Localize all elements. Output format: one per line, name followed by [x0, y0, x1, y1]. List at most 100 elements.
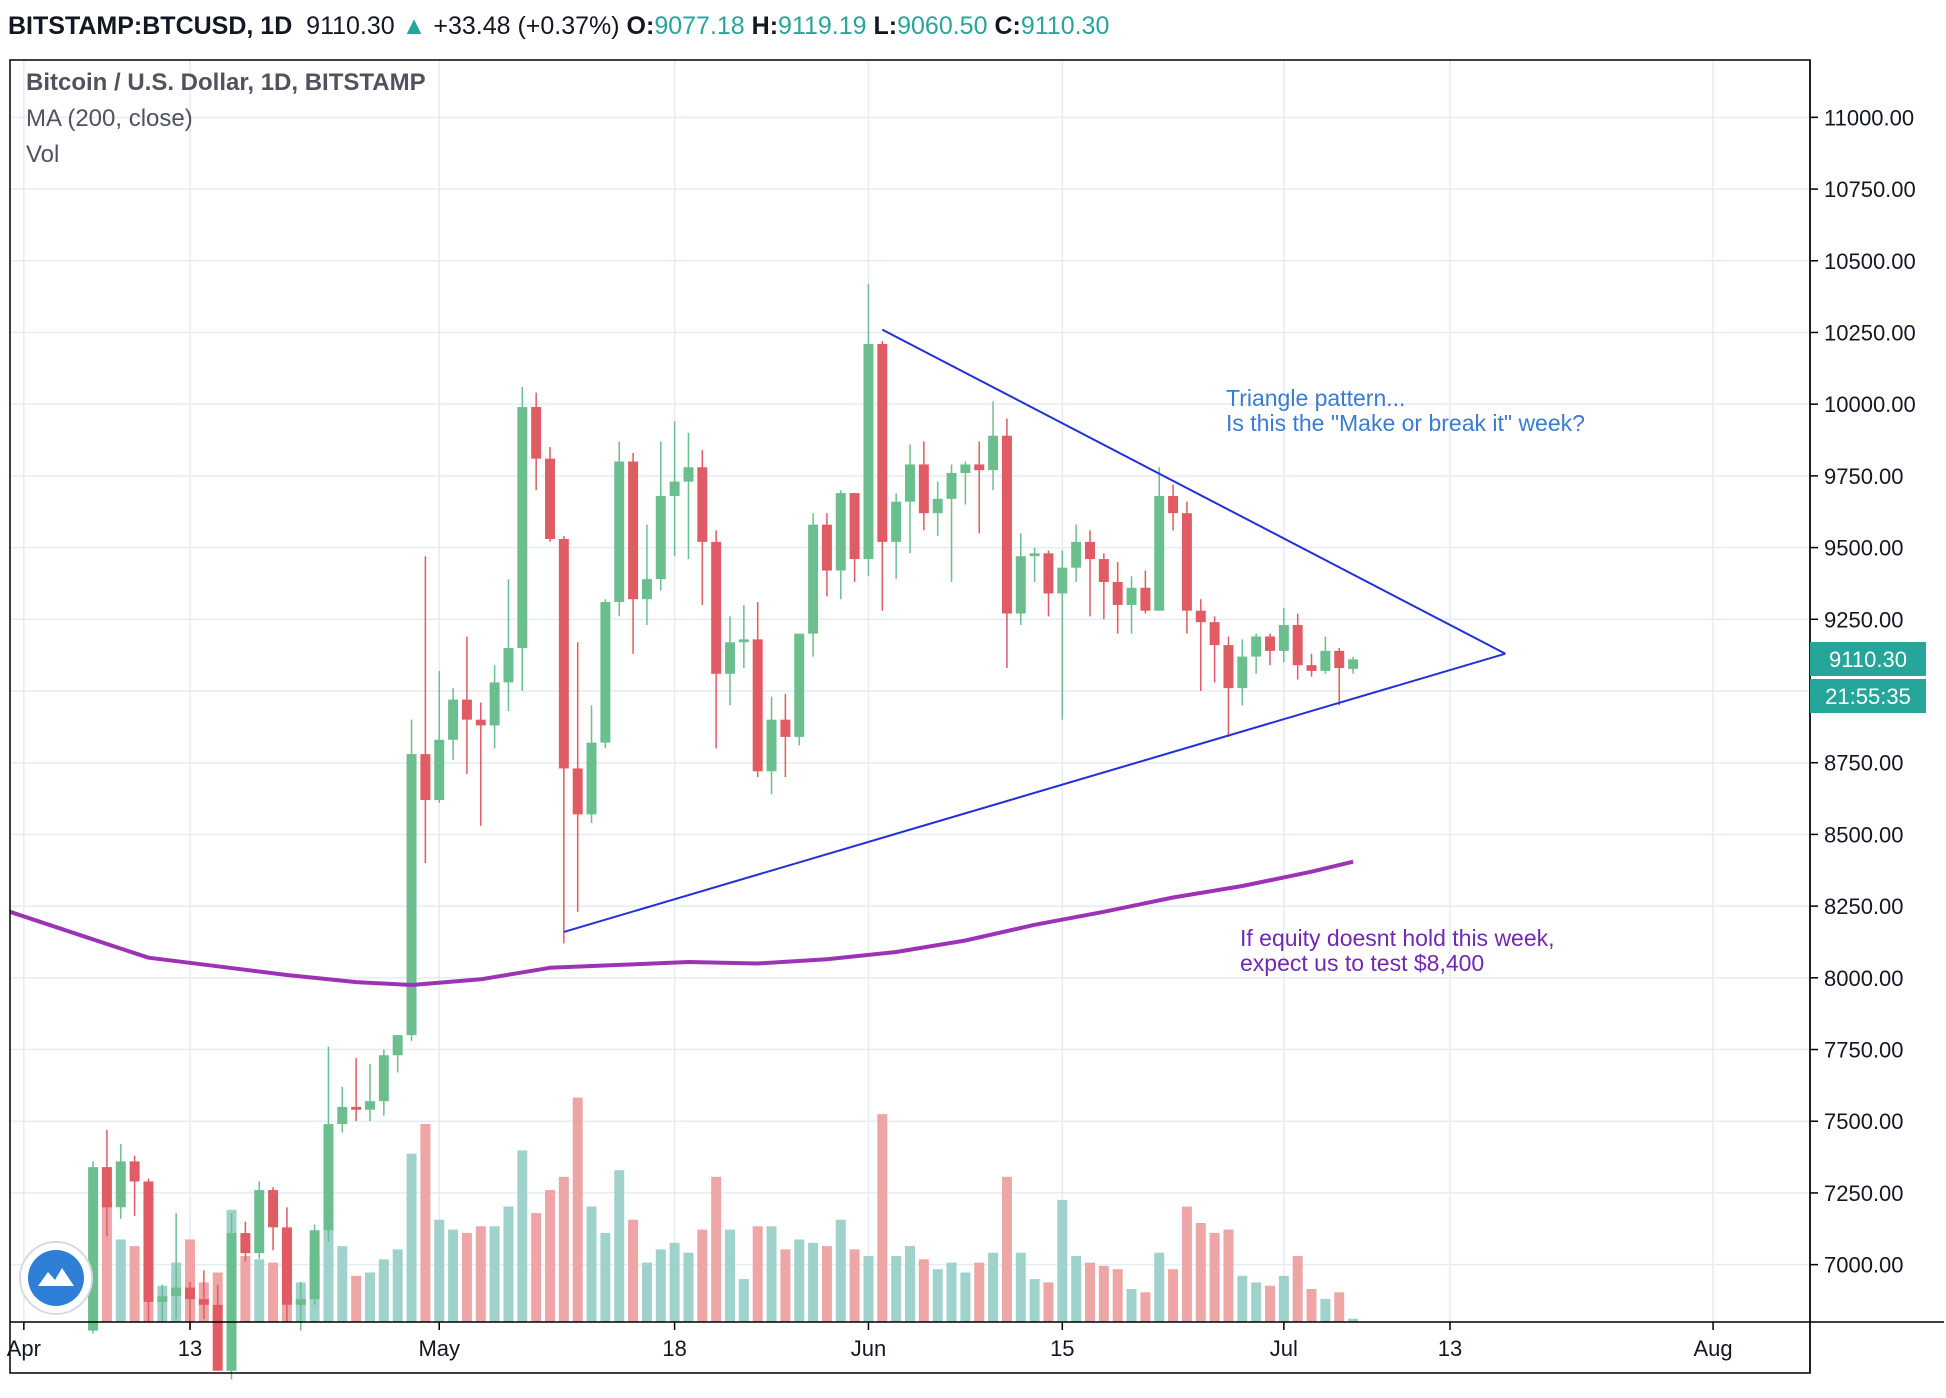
candle-body [240, 1233, 251, 1254]
candle-body [1112, 582, 1123, 605]
legend-vol[interactable]: Vol [26, 141, 59, 168]
candle-body [558, 538, 569, 769]
volume-bar [1015, 1252, 1026, 1322]
volume-bar [254, 1259, 265, 1322]
x-tick-label: Aug [1693, 1336, 1732, 1361]
volume-bar [1098, 1265, 1109, 1322]
candle-body [863, 343, 874, 560]
volume-bar [641, 1262, 652, 1322]
countdown-badge-value: 21:55:35 [1825, 684, 1911, 709]
volume-bar [891, 1256, 902, 1322]
candle-body [946, 473, 957, 499]
candle-body [475, 719, 486, 726]
candle-body [185, 1287, 195, 1300]
candle-body [517, 407, 528, 648]
candle-body [641, 579, 652, 600]
close-value: 9110.30 [1020, 12, 1110, 40]
volume-bar [129, 1246, 140, 1322]
candle-body [503, 647, 514, 683]
legend-ma[interactable]: MA (200, close) [26, 105, 193, 132]
volume-bar [738, 1279, 749, 1322]
candle-body [877, 343, 888, 542]
overlay-lines [9, 328, 1506, 987]
candle-body [1071, 541, 1082, 568]
candle-body [572, 768, 583, 815]
candle-body [406, 754, 417, 1036]
candle-body [129, 1161, 140, 1182]
volume-bar [946, 1262, 957, 1322]
volume-bar [932, 1269, 943, 1322]
candle-body [849, 493, 860, 560]
symbol-name[interactable]: BITSTAMP:BTCUSD, 1D [8, 12, 293, 40]
legend-title[interactable]: Bitcoin / U.S. Dollar, 1D, BITSTAMP [26, 69, 426, 96]
plot-border [9, 59, 1811, 1374]
chart-canvas[interactable]: 7000.00 7250.00 7500.00 7750.00 8000.00 8250.… [0, 50, 1946, 1395]
candle-body [835, 493, 846, 571]
trend-line[interactable] [881, 328, 1506, 655]
candle-body [905, 464, 915, 502]
candle-body [918, 464, 929, 514]
volume-bar [849, 1249, 860, 1322]
candle-body [254, 1190, 265, 1254]
price-change: +33.48 (+0.37%) [433, 12, 620, 40]
volume-bar [835, 1219, 846, 1322]
volume-bar [406, 1153, 417, 1322]
candle-body [821, 524, 832, 571]
volume-bar [808, 1242, 819, 1322]
volume-bar [240, 1256, 251, 1322]
candle-body [697, 467, 708, 542]
volume-bar [1168, 1269, 1179, 1322]
candle-body [711, 541, 722, 674]
ma-line [9, 859, 1354, 987]
chart-legend: Bitcoin / U.S. Dollar, 1D, BITSTAMP MA (… [26, 69, 426, 168]
candle-body [545, 458, 555, 539]
annotation-equity-line1: If equity doesnt hold this week, [1240, 925, 1555, 951]
candle-body [738, 639, 749, 643]
candle-body [1181, 513, 1192, 611]
volume-bar [711, 1176, 722, 1322]
time-axis[interactable]: Apr 13 May 18 Jun 15 Jul 13 Aug [7, 1322, 1733, 1361]
tradingview-logo[interactable] [19, 1241, 93, 1315]
candle-body [1085, 541, 1095, 560]
logo-inner-icon [28, 1250, 84, 1306]
volume-bar [1306, 1289, 1317, 1322]
candle-body [1057, 567, 1068, 594]
y-tick-label: 7750.00 [1824, 1038, 1904, 1063]
y-tick-label: 10500.00 [1824, 249, 1916, 274]
candle-body [780, 719, 791, 737]
volume-bar [517, 1150, 528, 1322]
candle-body [88, 1167, 99, 1331]
candle-body [198, 1299, 209, 1305]
candle-body [600, 602, 611, 743]
y-tick-label: 9250.00 [1824, 607, 1904, 632]
candle-body [420, 754, 431, 800]
candle-body [808, 524, 819, 634]
candle-body [725, 642, 735, 674]
symbol-header: BITSTAMP:BTCUSD, 1D 9110.30 ▲ +33.48 (+0… [8, 6, 1109, 46]
volume-bar [1265, 1285, 1275, 1322]
volume-bar [434, 1219, 445, 1322]
volume-bar [1057, 1199, 1068, 1322]
volume-bar [697, 1229, 708, 1322]
x-tick-label: 13 [178, 1336, 202, 1361]
y-tick-label: 7500.00 [1824, 1109, 1904, 1134]
triangle-annotation: Triangle pattern... Is this the "Make or… [1226, 385, 1585, 436]
candle-body [268, 1190, 279, 1228]
price-badge-bg [1810, 642, 1926, 676]
y-tick-label: 8000.00 [1824, 966, 1904, 991]
candle-body [1209, 622, 1220, 646]
candle-body [960, 464, 971, 474]
volume-bar [365, 1272, 375, 1322]
trend-line[interactable] [563, 652, 1506, 933]
volume-bar [268, 1262, 279, 1322]
candle-body [669, 481, 680, 496]
volume-bar [1043, 1282, 1054, 1322]
low-value: 9060.50 [897, 12, 988, 40]
grid [10, 60, 1810, 1322]
volume-bar [378, 1259, 389, 1322]
price-badge: 9110.30 21:55:35 [1810, 642, 1926, 713]
candle-body [1098, 559, 1109, 583]
candle-body [448, 699, 459, 740]
volume-bar [725, 1229, 735, 1322]
candle-body [628, 461, 639, 600]
